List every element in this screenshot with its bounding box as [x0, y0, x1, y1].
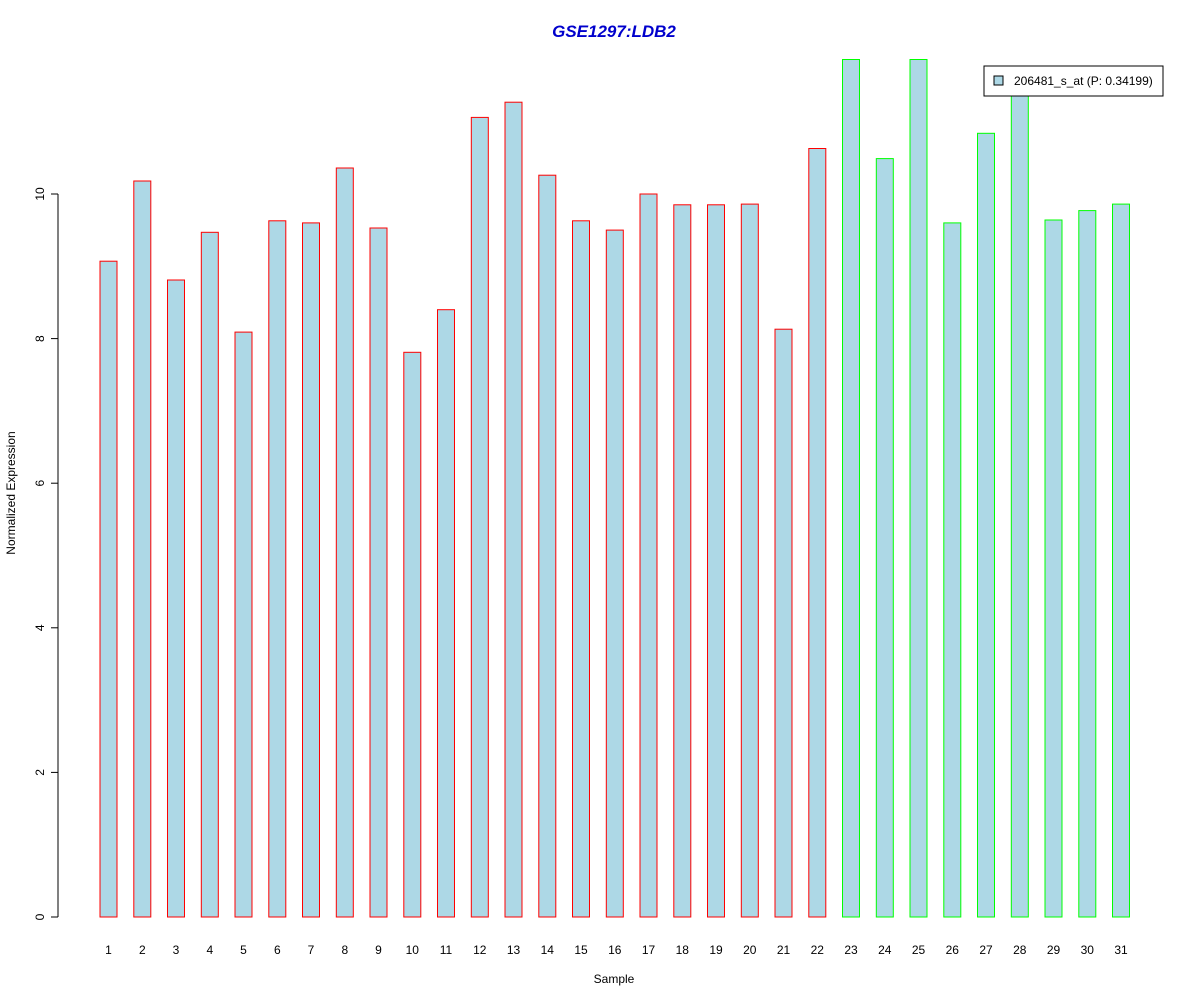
bars-group — [99, 59, 1130, 918]
x-tick-label: 11 — [440, 943, 453, 957]
x-tick-label: 4 — [206, 943, 213, 957]
x-tick-label: 15 — [574, 943, 588, 957]
y-tick-label: 6 — [33, 480, 47, 487]
bar-sample-19 — [707, 204, 725, 918]
x-tick-label: 21 — [777, 943, 791, 957]
legend-entry: 206481_s_at (P: 0.34199) — [1014, 74, 1153, 88]
y-axis-label: Normalized Expression — [4, 431, 18, 554]
x-tick-label: 14 — [541, 943, 555, 957]
bar-sample-23 — [842, 59, 860, 918]
bar-sample-1 — [99, 260, 118, 918]
bar-sample-2 — [133, 180, 152, 918]
x-tick-label: 5 — [240, 943, 247, 957]
x-tick-label: 12 — [473, 943, 487, 957]
bar-sample-29 — [1044, 219, 1063, 918]
x-tick-labels: 1 2 3 4 5 6 7 8 9 10 11 12 13 14 15 16 17 18 19 20 21 22 23 24 2… — [105, 943, 1128, 957]
bar-sample-5 — [234, 331, 253, 918]
bar-sample-28 — [1010, 90, 1029, 918]
bar-sample-27 — [977, 132, 995, 918]
x-tick-label: 2 — [139, 943, 146, 957]
bar-sample-22 — [808, 148, 827, 918]
bar-sample-12 — [470, 116, 489, 918]
x-axis-label: Sample — [594, 972, 635, 986]
x-tick-label: 7 — [308, 943, 315, 957]
x-tick-label: 19 — [709, 943, 723, 957]
x-tick-label: 28 — [1013, 943, 1027, 957]
bar-sample-14 — [538, 174, 557, 918]
legend: 206481_s_at (P: 0.34199) — [983, 65, 1164, 97]
y-tick-label: 0 — [33, 913, 47, 920]
y-tick-label: 4 — [33, 624, 47, 631]
bar-sample-4 — [200, 231, 219, 918]
bar-sample-26 — [943, 222, 962, 918]
x-tick-label: 23 — [844, 943, 858, 957]
bar-sample-30 — [1078, 210, 1097, 918]
x-tick-label: 17 — [642, 943, 656, 957]
bar-sample-25 — [909, 59, 928, 918]
bar-sample-11 — [437, 309, 455, 918]
y-tick-label: 10 — [33, 187, 47, 201]
x-tick-label: 30 — [1081, 943, 1095, 957]
bar-sample-15 — [572, 220, 590, 918]
bar-sample-3 — [167, 279, 185, 918]
x-tick-label: 22 — [811, 943, 825, 957]
bar-sample-13 — [504, 101, 523, 918]
x-tick-label: 24 — [878, 943, 892, 957]
bar-sample-20 — [740, 203, 759, 918]
x-tick-label: 10 — [406, 943, 420, 957]
bar-sample-17 — [639, 193, 658, 918]
legend-box — [983, 65, 1164, 97]
y-axis: 0 2 4 6 8 10 — [33, 187, 59, 920]
bar-sample-18 — [673, 204, 692, 918]
x-tick-label: 1 — [105, 943, 112, 957]
y-tick-label: 2 — [33, 769, 47, 776]
x-tick-label: 9 — [375, 943, 382, 957]
chart-title: GSE1297:LDB2 — [552, 22, 676, 41]
legend-swatch — [993, 75, 1004, 86]
bar-sample-10 — [403, 351, 422, 918]
x-tick-label: 13 — [507, 943, 521, 957]
bar-sample-7 — [302, 222, 320, 918]
x-tick-label: 27 — [979, 943, 993, 957]
x-tick-label: 26 — [946, 943, 960, 957]
bar-sample-8 — [335, 167, 354, 918]
x-tick-label: 18 — [676, 943, 690, 957]
x-tick-label: 16 — [608, 943, 622, 957]
x-tick-label: 3 — [173, 943, 180, 957]
bar-sample-24 — [875, 158, 894, 918]
bar-sample-16 — [605, 229, 624, 918]
bar-sample-6 — [268, 220, 287, 918]
x-tick-label: 6 — [274, 943, 281, 957]
bar-sample-9 — [369, 227, 388, 918]
x-tick-label: 8 — [341, 943, 348, 957]
x-tick-label: 25 — [912, 943, 926, 957]
x-tick-label: 31 — [1114, 943, 1128, 957]
bar-sample-31 — [1112, 203, 1130, 918]
x-tick-label: 20 — [743, 943, 757, 957]
bar-sample-21 — [774, 328, 793, 918]
x-tick-label: 29 — [1047, 943, 1061, 957]
y-tick-label: 8 — [33, 335, 47, 342]
